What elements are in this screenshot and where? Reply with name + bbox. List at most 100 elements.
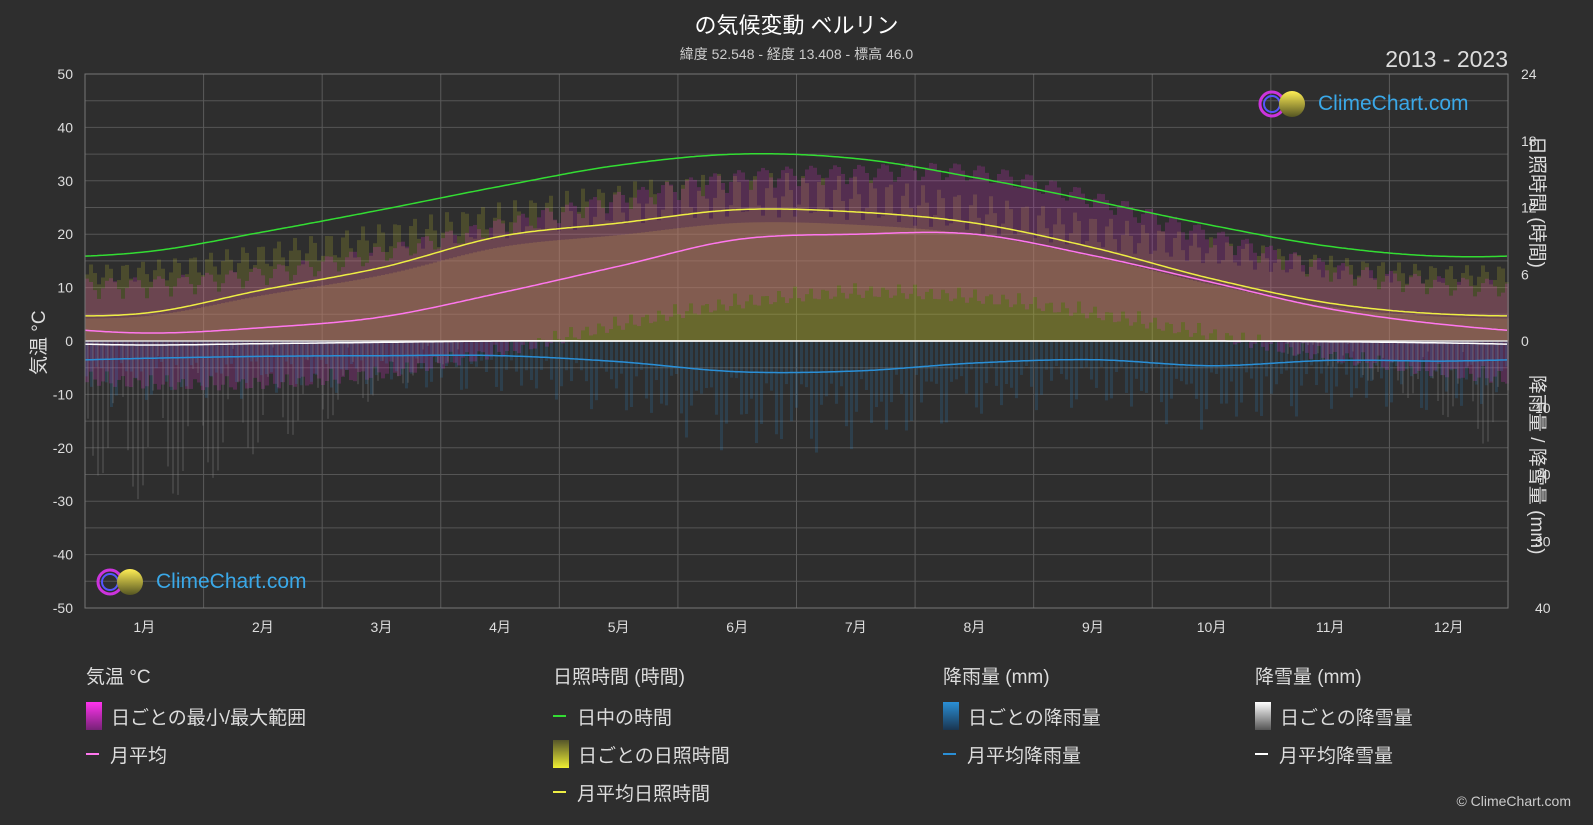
rain-bar xyxy=(630,341,633,408)
sunshine-bar xyxy=(1133,266,1137,341)
sunshine-bar xyxy=(777,217,781,341)
sunshine-bar xyxy=(1401,273,1405,341)
rain-bar xyxy=(1420,341,1423,408)
temp-range-bar xyxy=(605,213,609,333)
sunshine-bar xyxy=(197,307,201,341)
sunshine-bar xyxy=(361,278,365,341)
y-tick-label-sunshine: 24 xyxy=(1521,66,1537,82)
sunshine-bar xyxy=(1001,238,1005,341)
rain-bar xyxy=(1030,341,1033,387)
temp-range-bar xyxy=(393,248,397,373)
sunshine-bar xyxy=(1213,285,1217,341)
y-tick-label-temperature: -40 xyxy=(53,547,73,563)
sunshine-bar xyxy=(889,226,893,341)
temp-range-bar xyxy=(701,196,705,306)
sunshine-avg-line xyxy=(85,208,1507,317)
rain-bar xyxy=(85,341,88,377)
temp-range-bar xyxy=(1469,286,1473,374)
y-tick-label-temperature: 50 xyxy=(57,66,73,82)
temp-range-bar xyxy=(141,287,145,389)
snow-bar xyxy=(202,341,204,426)
sunshine-bar xyxy=(1393,270,1397,341)
temp-range-bar xyxy=(997,174,1001,305)
x-tick-label-month: 9月 xyxy=(1082,619,1104,635)
temp-range-bar xyxy=(105,280,109,372)
temp-range-bar xyxy=(1153,214,1157,318)
sunshine-bar xyxy=(1129,265,1133,341)
sunshine-bar xyxy=(853,176,857,341)
sunshine-bar xyxy=(837,175,841,341)
sunshine-bar xyxy=(1037,245,1041,341)
sunshine-bar xyxy=(497,202,501,341)
temp-range-bar xyxy=(1149,208,1153,323)
snow-bar xyxy=(282,341,284,418)
sunshine-bar xyxy=(629,197,633,341)
rain-bar xyxy=(545,341,548,361)
rain-bar xyxy=(980,341,983,414)
snow-bar xyxy=(1302,341,1304,352)
temp-range-bar xyxy=(125,288,129,387)
sunshine-bar xyxy=(1165,252,1169,341)
sunshine-bar xyxy=(441,232,445,341)
snow-bar xyxy=(292,341,294,435)
sunshine-bar xyxy=(1257,255,1261,341)
snow-bar xyxy=(392,341,394,363)
rain-bar xyxy=(110,341,113,408)
temp-range-bar xyxy=(377,246,381,373)
sunshine-bar xyxy=(625,223,629,341)
temp-range-bar xyxy=(1237,245,1241,343)
temp-range-bar xyxy=(1073,187,1077,313)
temp-range-bar xyxy=(1041,193,1045,312)
rain-bar xyxy=(1470,341,1473,365)
temp-range-bar xyxy=(113,281,117,387)
rain-bar xyxy=(125,341,128,372)
rain-bar xyxy=(480,341,483,361)
rain-bar xyxy=(1400,341,1403,385)
rain-bar xyxy=(1170,341,1173,399)
sunshine-bar xyxy=(413,218,417,341)
temp-range-bar xyxy=(197,285,201,383)
rain-bar xyxy=(650,341,653,413)
rain-bar xyxy=(555,341,558,400)
sunshine-bar xyxy=(769,222,773,341)
sunshine-bar xyxy=(701,174,705,341)
temp-range-bar xyxy=(597,200,601,324)
sunshine-bar xyxy=(357,240,361,341)
snow-bar xyxy=(1362,341,1364,376)
sunshine-bar xyxy=(789,189,793,341)
legend-label: 日ごとの最小/最大範囲 xyxy=(111,707,307,729)
sunshine-bar xyxy=(193,257,197,341)
temp-range-bar xyxy=(1425,294,1429,372)
temp-range-bar xyxy=(901,167,905,294)
sunshine-bar xyxy=(909,228,913,341)
rain-bar xyxy=(120,341,123,364)
sunshine-bar xyxy=(917,205,921,341)
sunshine-bar xyxy=(989,196,993,341)
sunshine-bar xyxy=(965,229,969,341)
sunshine-bar xyxy=(1473,317,1477,341)
sunshine-bar xyxy=(209,252,213,341)
temp-range-bar xyxy=(929,162,933,289)
sunshine-bar xyxy=(865,225,869,341)
sunshine-bar xyxy=(685,179,689,341)
rain-bar xyxy=(1340,341,1343,365)
sunshine-bar xyxy=(805,222,809,341)
sunshine-bar xyxy=(545,202,549,341)
sunshine-bar xyxy=(661,209,665,341)
sunshine-bar xyxy=(913,225,917,341)
temp-range-bar xyxy=(617,191,621,326)
sunshine-bar xyxy=(677,214,681,341)
sunshine-bar xyxy=(1101,247,1105,341)
sunshine-bar xyxy=(449,258,453,341)
sunshine-bar xyxy=(717,224,721,341)
snow-bar xyxy=(1402,341,1404,394)
sunshine-bar xyxy=(1397,314,1401,341)
sunshine-bar xyxy=(1297,301,1301,341)
temp-range-bar xyxy=(1205,239,1209,340)
sunshine-bar xyxy=(1029,243,1033,341)
sunshine-bar xyxy=(413,267,417,341)
snow-bar xyxy=(1287,341,1289,354)
sunshine-bar xyxy=(349,248,353,341)
sunshine-bar xyxy=(257,295,261,341)
snow-bar xyxy=(422,341,424,350)
